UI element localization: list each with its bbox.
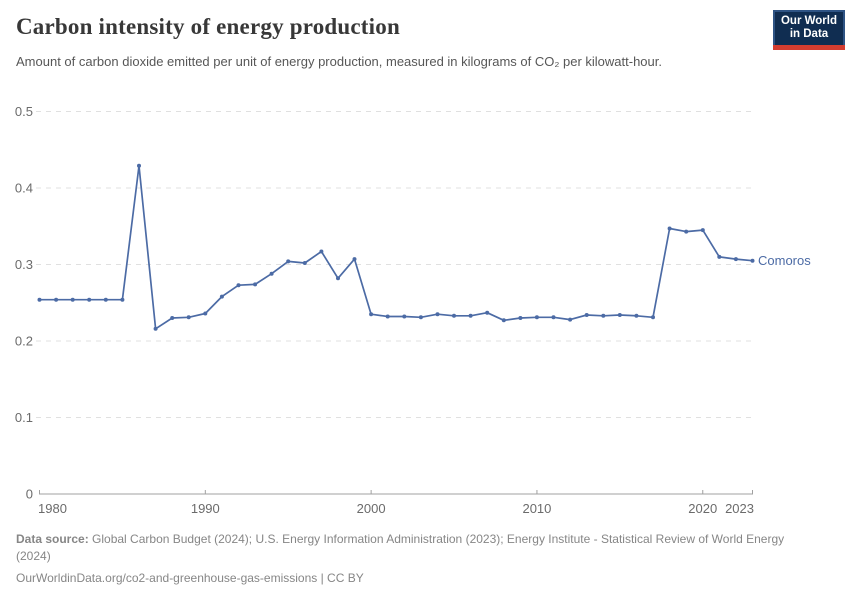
data-point [700,228,705,233]
data-point [651,315,655,320]
owid-logo-box: Our World in Data [773,10,845,45]
data-point [634,313,639,318]
data-point [170,316,175,320]
data-point [319,249,324,254]
chart-title: Carbon intensity of energy production [16,14,400,39]
data-point [54,297,59,302]
logo-line-1: Our World [780,15,837,27]
data-point [186,315,191,320]
data-point [70,297,75,302]
x-tick-label: 2020 [688,501,717,516]
footer-link[interactable]: OurWorldinData.org/co2-and-greenhouse-ga… [16,571,318,585]
logo-red-bar [773,45,845,50]
data-point [684,229,689,234]
x-tick-label: 2023 [725,501,754,516]
data-point [385,314,390,319]
chart-subtitle: Amount of carbon dioxide emitted per uni… [16,54,662,69]
data-point [219,294,224,299]
data-point [369,312,374,317]
chart-footer: Data source: Global Carbon Budget (2024)… [16,531,794,587]
data-point [402,314,407,319]
x-tick-label: 2010 [522,501,551,516]
data-point [501,318,506,323]
data-point [468,313,473,318]
data-source-label: Data source: [16,532,89,546]
data-point [750,258,755,263]
data-point [352,257,357,262]
data-point [485,310,490,315]
data-point [236,283,241,288]
data-point [37,297,42,302]
license-text: | CC BY [317,571,364,585]
data-source-text: Global Carbon Budget (2024); U.S. Energy… [16,532,785,563]
y-tick-label: 0.1 [15,410,33,425]
x-tick-label: 1980 [38,501,67,516]
data-point [418,315,423,320]
data-point [153,326,158,331]
data-point [452,313,456,318]
data-point [584,313,589,317]
data-point [534,315,539,320]
data-point [87,297,92,302]
data-point [733,257,738,262]
data-point [601,313,606,318]
owid-logo[interactable]: Our World in Data [773,10,845,50]
data-point [518,316,523,320]
data-point [203,311,208,316]
data-point [717,254,722,259]
y-tick-label: 0.4 [15,181,33,196]
data-point [568,317,573,322]
y-tick-label: 0.2 [15,334,33,349]
data-point [667,226,672,231]
data-point [302,261,307,265]
logo-line-2: in Data [789,28,829,40]
x-tick-label: 2000 [357,501,386,516]
y-tick-label: 0.5 [15,104,33,119]
data-point [120,297,125,302]
data-point [137,163,141,168]
data-point [617,313,622,317]
x-tick-label: 1990 [191,501,220,516]
y-tick-label: 0.3 [15,257,33,272]
data-point [336,276,340,281]
data-point [269,271,274,276]
data-line [38,164,754,330]
data-point [103,297,108,302]
data-point [435,312,440,317]
data-point [286,259,291,264]
series-label-comoros[interactable]: Comoros [758,253,811,268]
data-point [253,282,258,287]
y-tick-label: 0 [26,487,33,502]
data-point [551,315,556,320]
